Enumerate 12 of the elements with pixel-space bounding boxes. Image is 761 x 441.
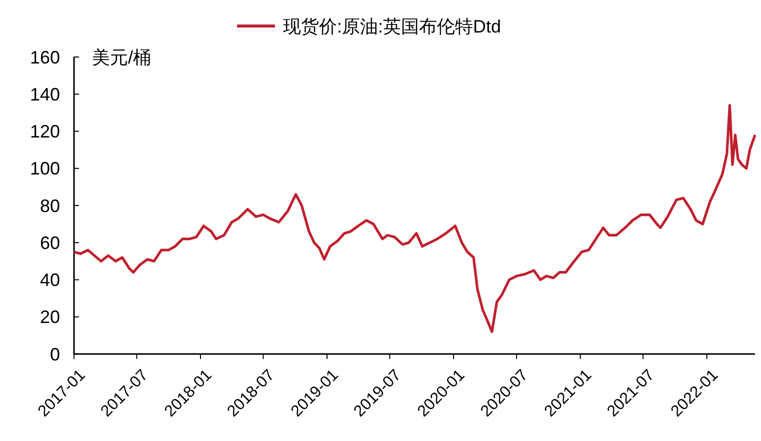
y-tick-label: 40 — [40, 270, 60, 290]
y-tick-label: 100 — [30, 158, 60, 179]
line-series — [72, 104, 756, 334]
y-tick-label: 0 — [50, 344, 60, 364]
y-tick-label: 120 — [30, 122, 60, 142]
y-tick-label: 20 — [40, 307, 60, 328]
y-axis-title: 美元/桶 — [92, 47, 152, 68]
y-tick-label: 80 — [40, 196, 60, 216]
legend-label: 现货价:原油:英国布伦特Dtd — [283, 16, 502, 36]
y-tick-label: 140 — [30, 84, 60, 104]
y-tick-label: 160 — [30, 47, 60, 68]
y-tick-label: 60 — [40, 232, 60, 253]
